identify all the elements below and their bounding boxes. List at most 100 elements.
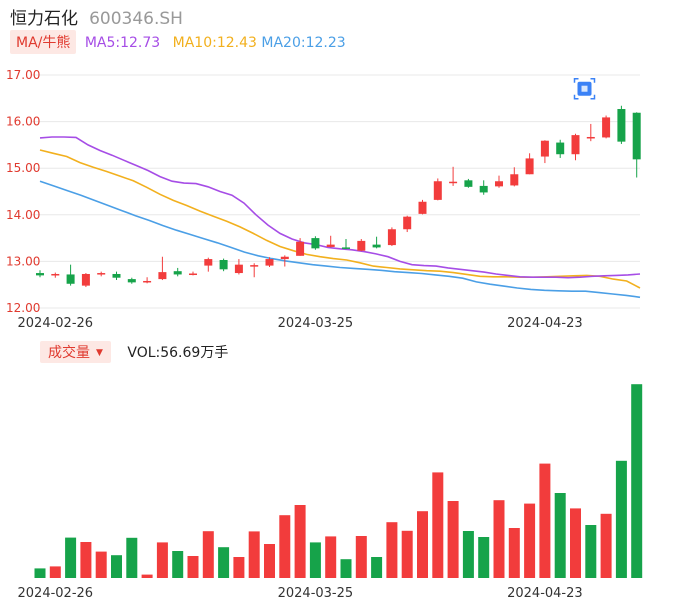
volume-bar [432,472,444,578]
y-tick-label: 17.00 [6,68,40,82]
volume-bar [309,542,321,578]
candle-body [204,259,213,266]
volume-bar [401,530,413,578]
candle-body [36,273,44,276]
volume-bar [554,493,566,578]
volume-bar [279,515,291,578]
candle-body [464,180,473,187]
candle-body [418,201,427,214]
volume-bar [233,557,245,578]
volume-type-label: 成交量 [48,345,90,361]
volume-bar [355,536,367,578]
candle-body [357,240,366,251]
candle-body [632,112,641,160]
candle-body [265,259,274,266]
volume-bar [65,537,77,578]
candle-body [97,273,106,275]
candle-body [602,117,611,138]
candle-body [296,241,305,256]
candle-body [617,109,626,142]
volume-bar [95,551,107,578]
volume-bar [600,513,612,578]
volume-bar [371,557,383,578]
candle-body [571,135,580,155]
volume-bar [462,531,474,578]
volume-bar [218,547,230,578]
candle-body [525,158,534,175]
volume-bar [202,531,214,578]
candle-body [326,244,335,247]
volume-type-selector[interactable]: 成交量 ▼ [40,341,111,363]
candle-body [540,140,549,157]
ma20-value: MA20:12.23 [261,35,346,51]
candle-body [387,229,396,246]
volume-bar [570,508,581,578]
candle-body [403,216,412,230]
candle-body [495,181,503,187]
volume-bar [34,568,46,578]
volume-bar [126,537,138,578]
candle-body [433,181,442,200]
ma5-line [39,136,641,279]
volume-legend: 成交量 ▼ VOL:56.69万手 [40,341,228,363]
volume-bar [478,537,490,578]
x-tick-label: 2024-04-23 [507,586,583,601]
x-tick-label: 2024-03-25 [278,586,354,601]
candle-body [66,274,75,284]
volume-bar [111,555,122,578]
y-tick-label: 15.00 [6,161,40,175]
volume-bar [264,544,275,578]
volume-bar [631,384,643,578]
stock-header: 恒力石化 600346.SH [10,4,183,29]
x-tick-label: 2024-02-26 [18,586,94,601]
candle-body [189,273,197,276]
candle-body [556,142,565,155]
stock-name: 恒力石化 [10,9,78,29]
candle-body [311,238,320,249]
event-marker-icon[interactable] [573,77,596,100]
candle-body [250,265,259,267]
volume-bar [340,559,352,578]
volume-bar [156,542,168,578]
candle-body [51,273,60,276]
y-tick-label: 13.00 [6,254,40,268]
candle-body [143,280,152,283]
volume-bar [493,500,505,578]
x-tick-label: 2024-03-25 [278,316,354,331]
chevron-down-icon: ▼ [96,348,103,358]
candle-body [127,279,136,283]
y-tick-label: 14.00 [6,208,40,222]
candle-body [112,273,121,278]
stock-code: 600346.SH [89,9,183,29]
candle-body [158,272,167,280]
x-tick-label: 2024-02-26 [18,316,94,331]
volume-bar [615,460,627,578]
volume-bar [172,551,184,578]
volume-bar [386,522,398,578]
candle-body [479,185,488,193]
volume-bar [508,528,520,578]
volume-bar [417,511,428,578]
candle-body [510,174,519,186]
x-tick-label: 2024-04-23 [507,316,583,331]
volume-bar [325,536,337,578]
candle-body [219,260,228,270]
candle-body [81,273,90,286]
volume-bar [80,542,92,578]
volume-bar [294,505,306,578]
candle-body [173,271,182,275]
ma-type-selector[interactable]: MA/牛熊 [10,30,77,54]
candle-body [449,181,458,184]
candle-body [280,256,289,260]
ma-legend: MA/牛熊 MA5:12.73 MA10:12.43 MA20:12.23 [10,30,346,54]
ma20-line [39,180,641,299]
volume-bar [539,463,551,578]
y-tick-label: 12.00 [6,301,40,315]
ma10-value: MA10:12.43 [172,35,257,51]
volume-value: VOL:56.69万手 [127,345,229,361]
volume-bar [524,503,536,578]
volume-bar [585,525,597,578]
volume-bar [447,501,459,578]
candle-body [234,264,243,274]
